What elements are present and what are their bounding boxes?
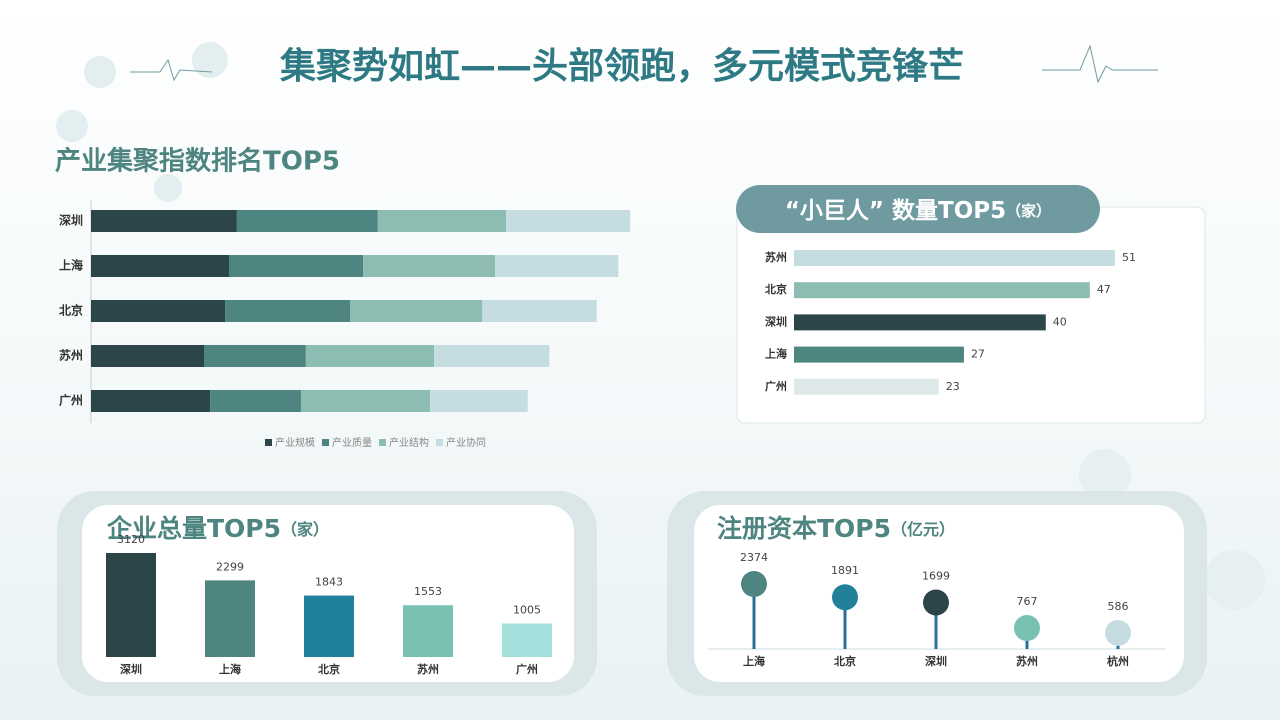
x-tick-label: 深圳 (925, 654, 947, 668)
bar (106, 553, 156, 657)
value-label: 23 (946, 380, 960, 393)
lollipop-head (832, 584, 858, 611)
value-label: 1553 (414, 585, 442, 598)
title-unit: （家） (281, 520, 329, 539)
y-tick-label: 上海 (59, 258, 83, 273)
value-label: 47 (1097, 283, 1111, 296)
legend-label: 产业结构 (389, 436, 429, 449)
y-tick-label: 深圳 (765, 314, 787, 328)
bar-segment (363, 255, 496, 277)
bar (794, 346, 964, 363)
value-label: 586 (1108, 600, 1129, 613)
decor (1079, 449, 1131, 501)
legend-swatch (265, 439, 272, 446)
title-text: “小巨人” 数量TOP5 (785, 198, 1006, 224)
x-tick-label: 北京 (318, 662, 340, 676)
decor (1205, 550, 1265, 610)
value-label: 1843 (315, 576, 343, 589)
chart-title: 企业总量TOP5（家） (107, 514, 329, 543)
y-tick-label: 上海 (765, 347, 787, 361)
lollipop-head (1105, 619, 1131, 646)
bar-segment (482, 300, 597, 322)
y-tick-label: 苏州 (765, 250, 787, 264)
value-label: 1699 (922, 569, 950, 582)
bar-segment (91, 300, 226, 322)
legend-swatch (322, 439, 329, 446)
bar (794, 250, 1115, 266)
chart-title: 注册资本TOP5（亿元） (717, 514, 955, 543)
bar-segment (91, 255, 229, 277)
lollipop-head (923, 589, 949, 616)
value-label: 51 (1122, 251, 1136, 264)
y-tick-label: 北京 (59, 303, 83, 318)
value-label: 1891 (831, 564, 859, 577)
legend-label: 产业规模 (275, 436, 315, 449)
bar (403, 605, 453, 657)
decor (84, 56, 116, 88)
bar (794, 314, 1046, 331)
y-tick-label: 广州 (765, 379, 787, 393)
value-label: 1005 (513, 604, 541, 617)
legend-label: 产业质量 (332, 436, 372, 449)
bar-segment (430, 390, 528, 412)
bar-segment (495, 255, 619, 277)
y-tick-label: 深圳 (59, 213, 83, 228)
card-title-pill (736, 185, 1100, 233)
value-label: 767 (1017, 595, 1038, 608)
value-label: 2374 (740, 551, 768, 564)
legend-label: 产业协同 (446, 436, 486, 449)
bar-segment (236, 210, 378, 232)
x-tick-label: 深圳 (120, 662, 142, 676)
value-label: 2299 (216, 560, 244, 573)
bar-segment (505, 210, 631, 232)
decor (192, 42, 228, 78)
decor (154, 174, 182, 202)
bar (794, 282, 1090, 299)
legend-swatch (379, 439, 386, 446)
x-tick-label: 广州 (516, 662, 538, 676)
decor (56, 110, 88, 142)
x-tick-label: 杭州 (1107, 654, 1129, 668)
value-label: 27 (971, 348, 985, 361)
bar-segment (300, 390, 431, 412)
bar-segment (204, 345, 306, 367)
x-tick-label: 苏州 (417, 662, 439, 676)
x-tick-label: 上海 (743, 654, 765, 668)
decor-pulse (130, 58, 213, 82)
bar-segment (91, 210, 237, 232)
title-text: 注册资本TOP5 (717, 514, 891, 543)
bar-segment (434, 345, 550, 367)
bar (502, 623, 552, 657)
x-tick-label: 苏州 (1016, 654, 1038, 668)
bar-segment (225, 300, 351, 322)
bar-segment (91, 345, 205, 367)
bar-segment (91, 390, 211, 412)
x-tick-label: 上海 (219, 662, 241, 676)
title-unit: （亿元） (891, 520, 955, 539)
bar (304, 595, 354, 657)
bar (205, 580, 255, 657)
bar-segment (377, 210, 506, 232)
title-text: 企业总量TOP5 (107, 514, 281, 543)
y-tick-label: 苏州 (59, 348, 83, 363)
value-label: 40 (1053, 315, 1067, 328)
bar-segment (350, 300, 483, 322)
lollipop-head (741, 571, 767, 597)
x-tick-label: 北京 (834, 654, 856, 668)
decor-pulse (1042, 44, 1158, 84)
value-label: 3120 (117, 533, 145, 546)
bar (794, 378, 939, 395)
legend-swatch (436, 439, 443, 446)
bar-segment (305, 345, 435, 367)
y-tick-label: 广州 (59, 393, 83, 408)
page-title: 集聚势如虹——头部领跑，多元模式竞锋芒 (279, 46, 964, 87)
chart-title: 产业集聚指数排名TOP5 (55, 146, 340, 177)
chart-title: “小巨人” 数量TOP5（家） (785, 198, 1051, 224)
bar-segment (229, 255, 364, 277)
lollipop-head (1014, 614, 1040, 641)
y-tick-label: 北京 (765, 282, 787, 296)
bar-segment (210, 390, 301, 412)
title-unit: （家） (1006, 202, 1051, 220)
